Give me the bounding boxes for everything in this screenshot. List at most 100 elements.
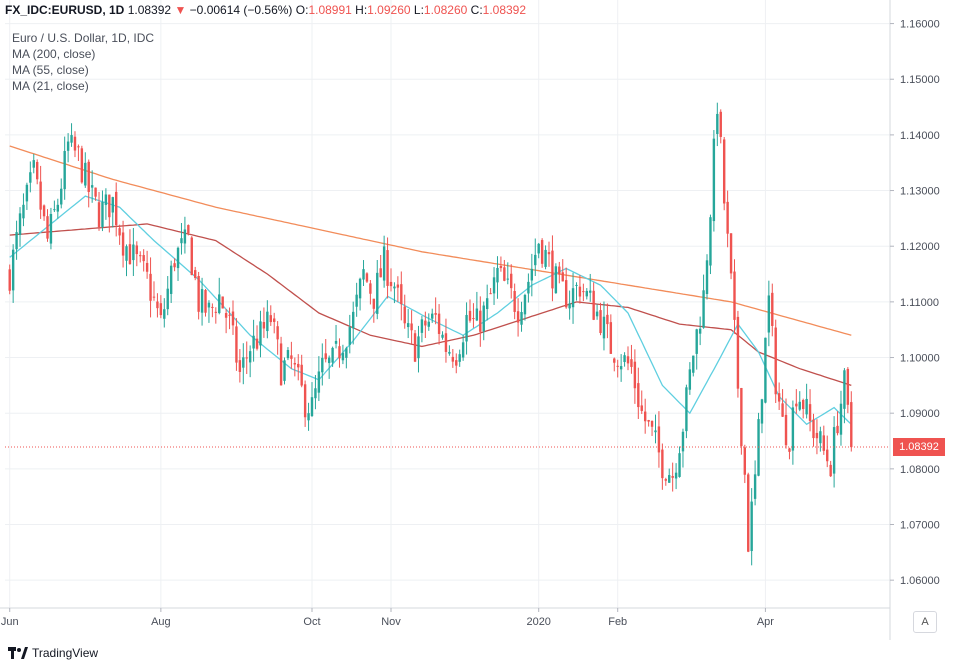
candle-body [616, 365, 619, 367]
candle-body [331, 347, 334, 363]
candle-body [101, 201, 104, 228]
candle-body [465, 314, 468, 342]
candle-body [97, 202, 101, 227]
ma200-path [9, 145, 852, 336]
candle-body [46, 216, 49, 239]
price-tick-label: 1.06000 [900, 575, 940, 587]
price-tick-label: 1.13000 [900, 186, 940, 198]
candle-body [561, 272, 564, 282]
candle-body [520, 312, 523, 325]
candle-body [94, 187, 97, 197]
symbol-name: FX_IDC:EURUSD, 1D [5, 3, 125, 17]
candle-body [753, 474, 757, 499]
candle-body [56, 204, 60, 212]
candle-body [805, 398, 808, 415]
candle-body [692, 355, 695, 373]
legend-ma200[interactable]: MA (200, close) [12, 47, 96, 61]
candle-body [386, 250, 389, 286]
candle-body [396, 284, 400, 288]
candle-body [716, 113, 719, 134]
price-tick-label: 1.10000 [900, 353, 940, 365]
price-tick-label: 1.08000 [900, 464, 940, 476]
candle-body [668, 475, 671, 483]
candle-body [482, 305, 485, 332]
candle-body [839, 403, 843, 435]
price-tick-label: 1.14000 [900, 130, 940, 142]
candle-body [104, 194, 108, 205]
candle-body [66, 141, 70, 151]
candle-body [39, 181, 42, 210]
candle-body [547, 252, 551, 255]
candle-body [317, 371, 321, 393]
candle-body [286, 350, 290, 359]
candle-body [657, 426, 661, 453]
candle-body [310, 397, 314, 417]
candle-body [73, 136, 77, 151]
candle-body [145, 262, 149, 272]
candle-body [537, 243, 540, 254]
candle-body [245, 357, 248, 359]
candle-body [801, 400, 805, 410]
candle-body [736, 316, 740, 389]
candle-body [774, 327, 777, 395]
candle-body [585, 290, 588, 297]
candle-body [613, 358, 616, 363]
candle-body [843, 370, 846, 409]
candle-body [544, 249, 547, 267]
candle-body [461, 342, 465, 358]
candle-body [18, 213, 22, 235]
candle-body [850, 402, 853, 448]
candle-body [60, 188, 63, 205]
candle-body [80, 148, 84, 183]
candle-body [252, 335, 255, 349]
candle-body [163, 309, 166, 319]
candle-body [530, 268, 534, 281]
low-label: L: [413, 3, 424, 17]
legend-ma21[interactable]: MA (21, close) [12, 79, 89, 93]
candle-body [32, 160, 35, 168]
legend-ma55[interactable]: MA (55, close) [12, 63, 89, 77]
candle-body [8, 269, 11, 291]
candle-body [303, 384, 307, 418]
candle-body [523, 294, 527, 315]
candle-body [595, 311, 599, 317]
candle-body [441, 334, 444, 338]
candle-body [22, 204, 25, 219]
branding[interactable]: TradingView [8, 646, 98, 660]
open-value: 1.08991 [308, 3, 352, 17]
candle-body [352, 311, 355, 329]
price-axis[interactable]: 1.16000 1.15000 1.14000 1.13000 1.12000 1.110… [889, 0, 940, 640]
candle-body [496, 267, 499, 283]
candle-body [238, 360, 242, 372]
candle-body [53, 209, 56, 211]
candle-body [200, 289, 204, 313]
candle-body [767, 295, 771, 333]
candle-body [846, 368, 850, 405]
candle-body [108, 194, 111, 218]
candle-body [637, 383, 640, 408]
candle-body [705, 260, 709, 295]
candle-body [403, 306, 406, 324]
close-label: C: [470, 3, 483, 17]
candle-body [798, 401, 801, 410]
legend-series-title[interactable]: Euro / U.S. Dollar, 1D, IDC [12, 31, 155, 45]
auto-scale-button[interactable]: A [913, 611, 937, 633]
candle-body [647, 419, 650, 422]
candle-body [726, 201, 729, 234]
time-tick-label: Aug [151, 616, 171, 628]
candle-body [142, 255, 145, 262]
candle-body [128, 244, 132, 265]
candle-body [554, 266, 558, 294]
candle-body [812, 419, 815, 439]
candle-body [187, 225, 190, 234]
candle-body [149, 273, 152, 301]
candle-body [819, 431, 822, 444]
candle-body [121, 232, 125, 256]
time-tick-label: 2020 [526, 616, 550, 628]
candle-body [307, 413, 310, 421]
candle-body [592, 290, 595, 320]
candle-body [77, 146, 80, 148]
time-axis[interactable]: Jun Aug Oct Nov 2020 Feb Apr [0, 607, 890, 628]
candle-body [619, 366, 623, 370]
